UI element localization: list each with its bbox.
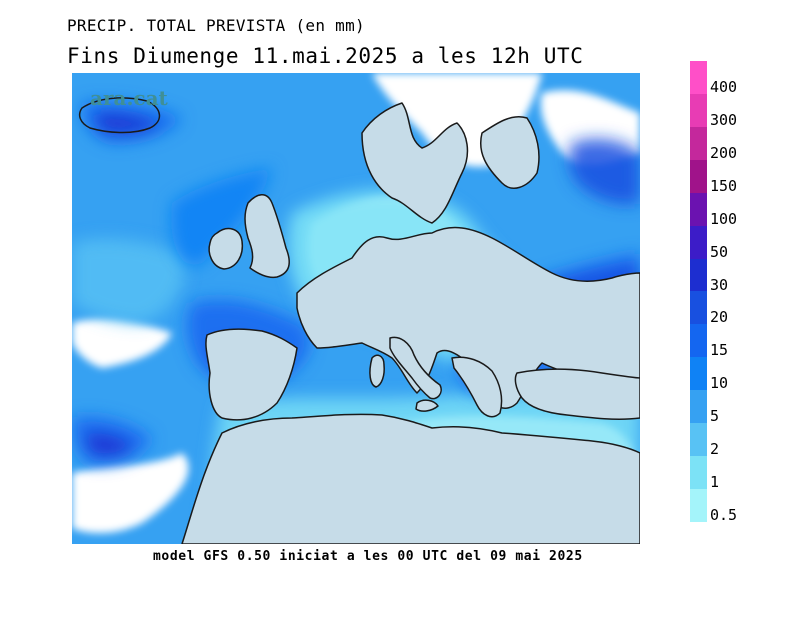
legend-label: 50 (710, 242, 729, 261)
turkey (514, 368, 640, 420)
continental-europe (296, 226, 640, 409)
dry-zone-west (72, 318, 172, 368)
scandinavia (361, 102, 469, 224)
legend-swatch (690, 488, 707, 522)
legend-label: 400 (710, 77, 738, 96)
sicily (415, 399, 439, 412)
iberian-peninsula (205, 328, 298, 421)
map-subtitle: Fins Diumenge 11.mai.2025 a les 12h UTC (67, 44, 584, 68)
legend-label: 100 (710, 209, 738, 228)
precipitation-map (72, 73, 640, 544)
legend-label: 20 (710, 308, 729, 327)
balkans (451, 356, 503, 418)
legend-label: 2 (710, 440, 720, 459)
legend-swatch (690, 159, 707, 193)
legend-swatch (690, 126, 707, 160)
corsica-sardinia (369, 354, 385, 388)
map-title: PRECIP. TOTAL PREVISTA (en mm) (67, 16, 365, 35)
legend-swatch (690, 93, 707, 127)
legend-label: 300 (710, 110, 738, 129)
italy (389, 336, 442, 400)
model-footer: model GFS 0.50 iniciat a les 00 UTC del … (153, 549, 583, 564)
legend-swatch (690, 390, 707, 424)
legend-color-bar (690, 61, 707, 522)
finland (480, 116, 540, 189)
legend-swatch (690, 291, 707, 325)
legend-label: 200 (710, 143, 738, 162)
legend-label: 150 (710, 176, 738, 195)
legend-label: 10 (710, 374, 729, 393)
legend-swatch (690, 423, 707, 457)
legend-swatch (690, 324, 707, 358)
legend-swatch (690, 357, 707, 391)
brand-logo: ara.cat (90, 86, 168, 110)
ireland (208, 227, 244, 270)
legend-label: 30 (710, 275, 729, 294)
great-britain (244, 194, 290, 279)
legend-label: 0.5 (710, 506, 738, 524)
legend-swatch (690, 192, 707, 226)
legend-label: 5 (710, 407, 720, 426)
legend-swatch (690, 258, 707, 292)
iceland (78, 97, 161, 134)
legend-label: 15 (710, 341, 729, 360)
dry-zone-atlantic (72, 453, 189, 533)
north-africa (181, 413, 640, 544)
legend-swatch (690, 61, 707, 94)
legend-swatch (690, 225, 707, 259)
legend-label: 1 (710, 473, 720, 492)
land-masses (78, 97, 640, 544)
legend-swatch (690, 456, 707, 489)
